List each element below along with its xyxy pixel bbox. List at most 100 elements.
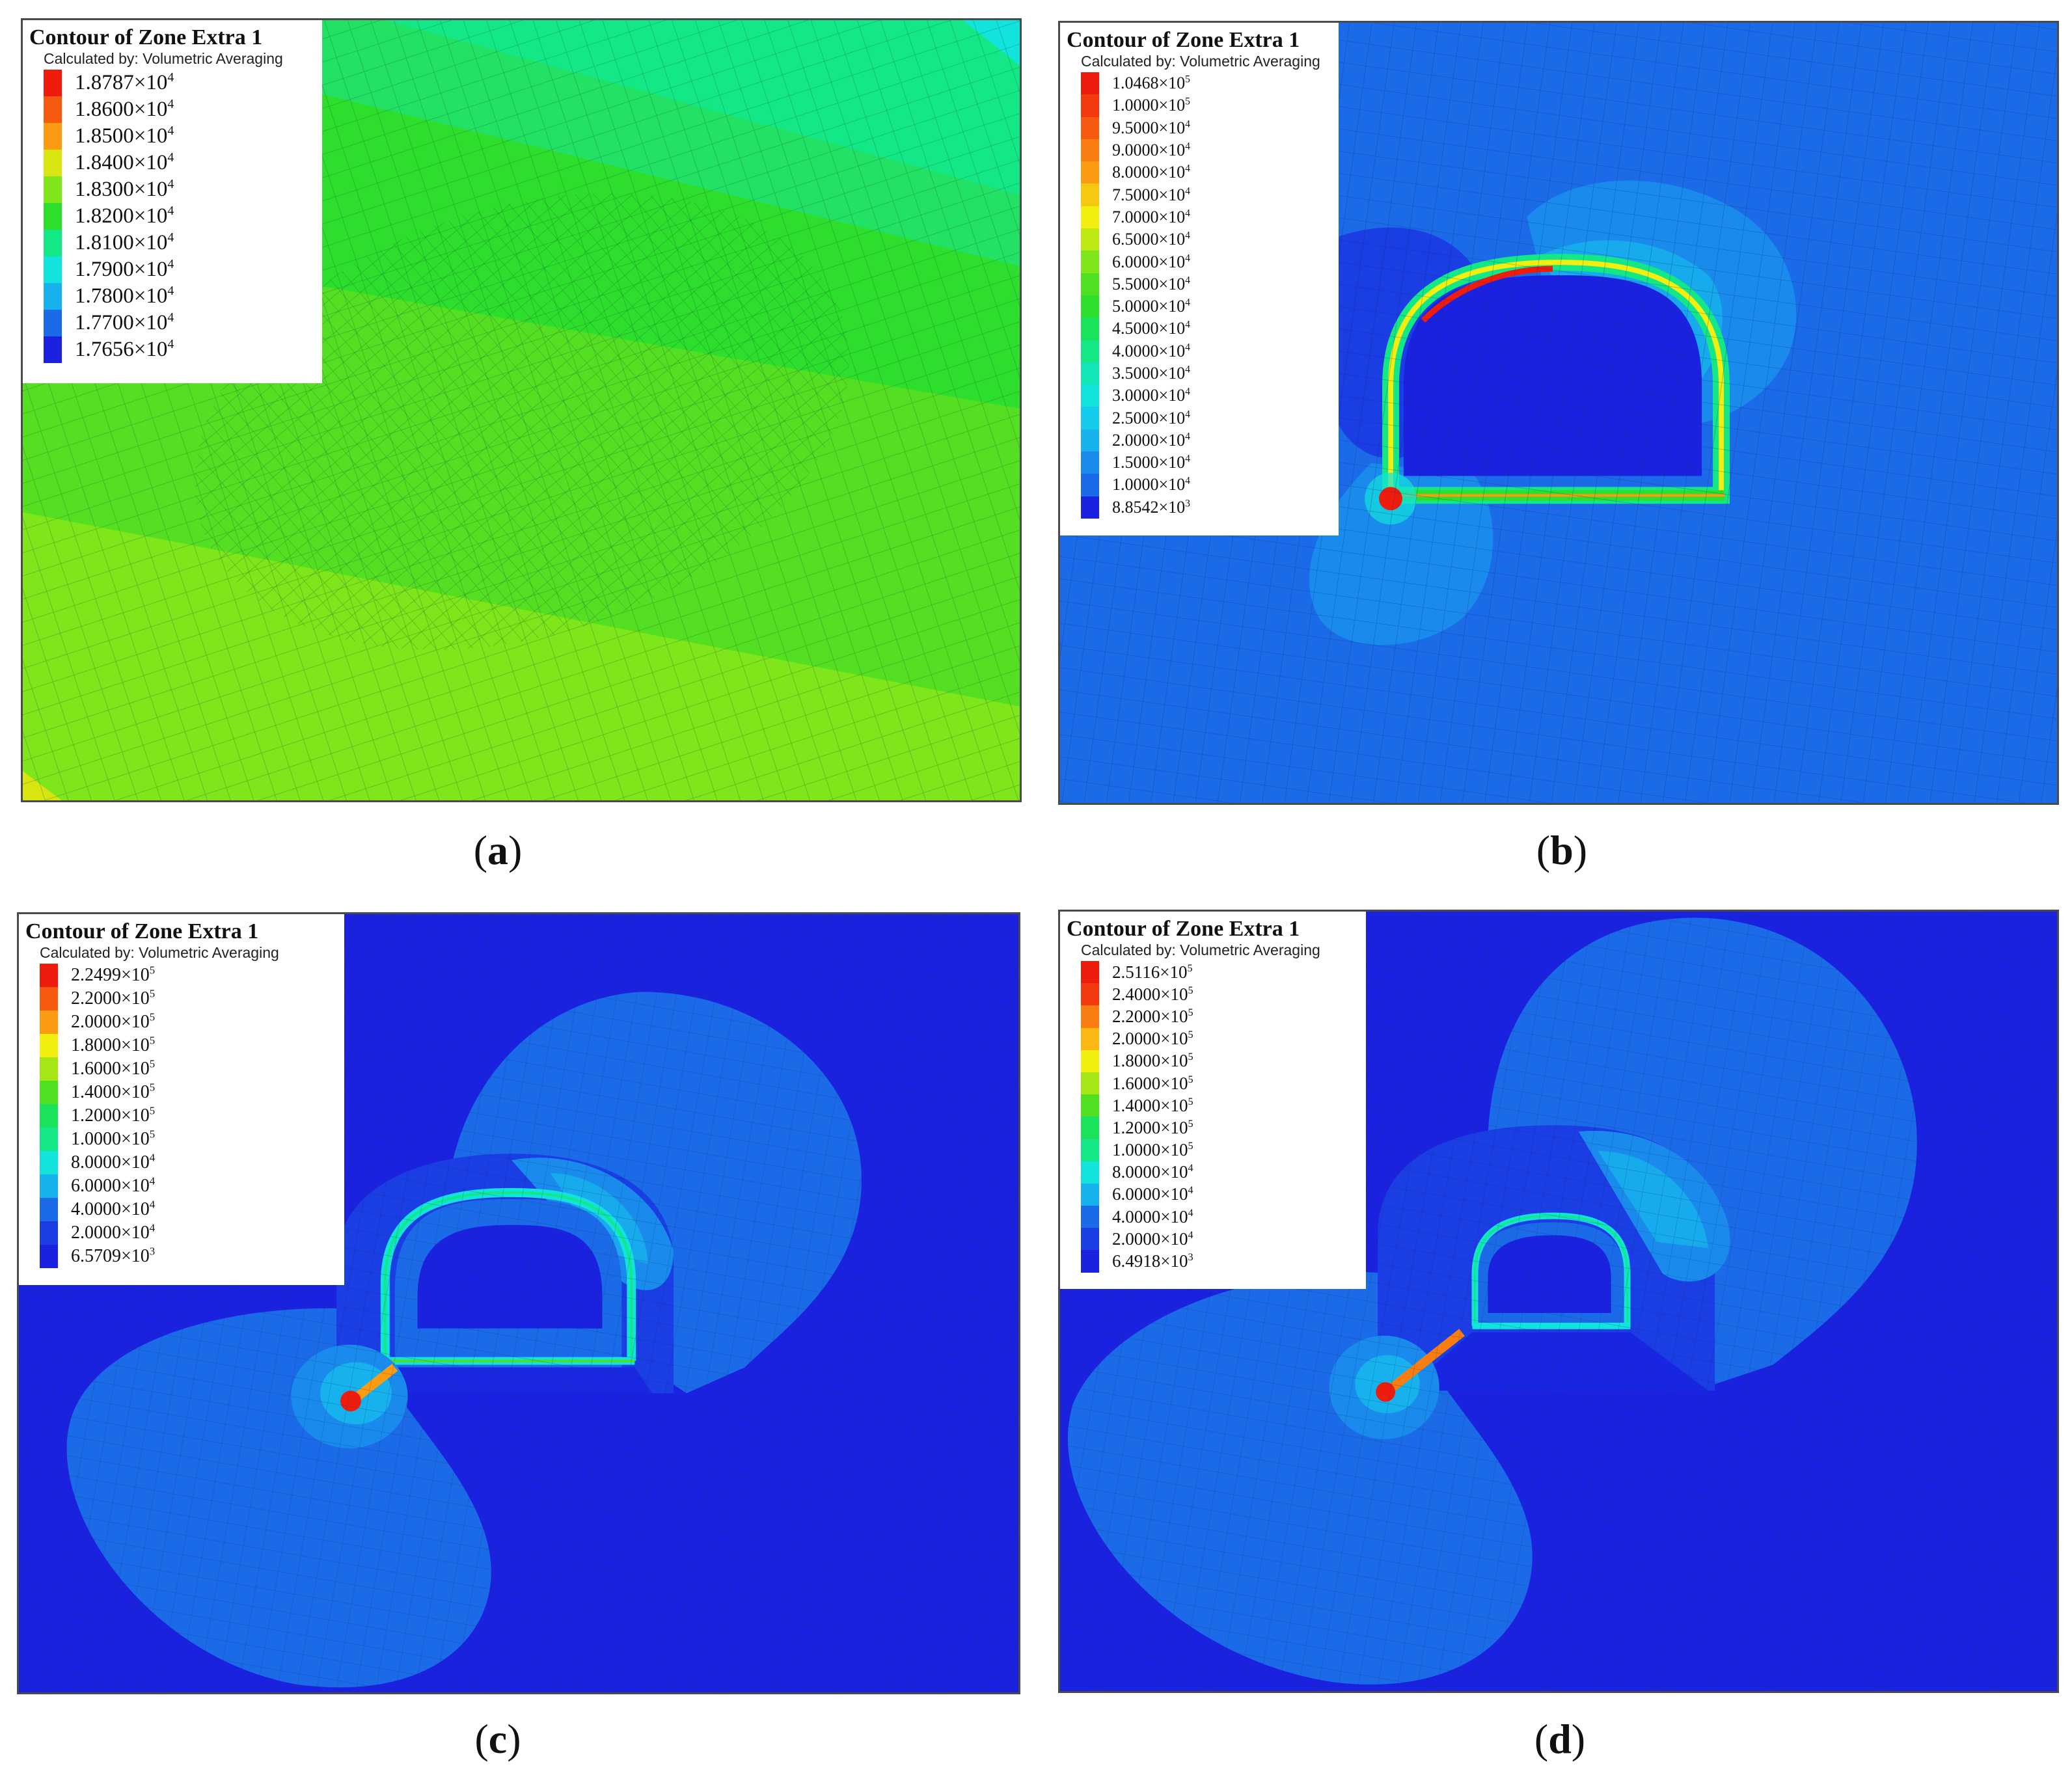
legend-value-exponent: 5 [149, 987, 156, 1000]
legend-value-mantissa: 4.0000×10 [71, 1199, 150, 1219]
legend-value: 1.0000×105 [71, 1129, 155, 1150]
legend-entry: 6.0000×104 [1081, 251, 1332, 273]
legend-entry: 1.0000×105 [40, 1128, 338, 1151]
legend-value-mantissa: 2.4000×10 [1112, 984, 1188, 1004]
legend-swatch [1081, 1027, 1099, 1050]
legend-entry: 5.0000×104 [1081, 295, 1332, 318]
legend-value-exponent: 4 [149, 1174, 156, 1187]
legend-value-exponent: 4 [167, 70, 174, 85]
legend-swatch [1081, 228, 1099, 251]
legend-value-mantissa: 2.0000×10 [1112, 1029, 1188, 1049]
legend-value-exponent: 4 [1188, 1206, 1193, 1219]
legend-value-exponent: 5 [1188, 1073, 1193, 1085]
legend-value: 2.5116×105 [1112, 962, 1193, 982]
legend-swatch [40, 1174, 58, 1198]
legend-value: 5.0000×104 [1112, 297, 1190, 316]
legend-entry: 5.5000×104 [1081, 273, 1332, 295]
legend-swatch [1081, 1094, 1099, 1117]
legend-swatch [40, 1081, 58, 1104]
legend-value-exponent: 5 [1185, 96, 1190, 107]
legend-swatch [44, 203, 62, 230]
legend-entry: 4.0000×104 [1081, 1206, 1359, 1228]
legend-entry: 2.0000×104 [40, 1221, 338, 1245]
legend-value-mantissa: 1.0000×10 [1112, 475, 1186, 494]
legend-value-mantissa: 6.5000×10 [1112, 230, 1186, 249]
contour-panel-b: Contour of Zone Extra 1 Calculated by: V… [1058, 21, 2059, 805]
legend-value: 8.0000×104 [71, 1152, 155, 1173]
legend-swatch [1081, 983, 1099, 1006]
legend-value-mantissa: 3.0000×10 [1112, 386, 1186, 405]
legend-entry: 1.2000×105 [40, 1104, 338, 1128]
legend-entry: 2.2499×105 [40, 964, 338, 987]
legend-entry: 1.8000×105 [40, 1034, 338, 1057]
legend-value-exponent: 3 [1188, 1251, 1193, 1264]
legend-value-mantissa: 1.8787×10 [75, 71, 168, 94]
legend-value-mantissa: 1.8200×10 [75, 204, 168, 228]
legend-value-mantissa: 8.0000×10 [71, 1152, 150, 1172]
legend-value-exponent: 4 [149, 1221, 156, 1234]
legend-b: Contour of Zone Extra 1 Calculated by: V… [1060, 23, 1339, 535]
legend-value: 1.2000×105 [1112, 1118, 1193, 1138]
legend-value-mantissa: 1.8600×10 [75, 98, 168, 121]
legend-value: 1.8200×104 [75, 204, 174, 228]
legend-swatch [1081, 1117, 1099, 1139]
legend-value: 1.8400×104 [75, 151, 174, 175]
legend-value: 2.0000×104 [71, 1223, 155, 1243]
legend-value: 2.0000×105 [71, 1012, 155, 1033]
legend-entry: 6.5709×103 [40, 1245, 338, 1268]
legend-value: 8.0000×104 [1112, 163, 1190, 182]
legend-title: Contour of Zone Extra 1 [1067, 917, 1300, 941]
legend-value: 1.8500×104 [75, 124, 174, 148]
contour-panel-c: Contour of Zone Extra 1 Calculated by: V… [17, 912, 1020, 1694]
legend-entry: 1.0000×104 [1081, 474, 1332, 496]
legend-value: 2.0000×104 [1112, 431, 1190, 450]
legend-value-exponent: 5 [1188, 1117, 1193, 1130]
legend-entry: 1.6000×105 [1081, 1072, 1359, 1095]
legend-value-exponent: 4 [1185, 185, 1190, 196]
legend-value-exponent: 5 [1188, 984, 1193, 996]
legend-value-exponent: 5 [1185, 74, 1190, 85]
legend-value-exponent: 4 [167, 257, 174, 271]
legend-value-exponent: 5 [149, 1034, 156, 1047]
legend-entry: 1.7656×104 [44, 336, 316, 363]
legend-swatch [1081, 116, 1099, 139]
legend-swatch [1081, 1206, 1099, 1228]
legend-swatch [40, 964, 58, 987]
legend-value: 6.5000×104 [1112, 230, 1190, 249]
legend-entry: 1.6000×105 [40, 1057, 338, 1081]
legend-swatch [44, 230, 62, 256]
legend-value: 2.0000×104 [1112, 1229, 1193, 1249]
legend-value-mantissa: 9.5000×10 [1112, 118, 1186, 137]
legend-value-mantissa: 2.0000×10 [71, 1012, 150, 1032]
legend-swatch [1081, 251, 1099, 273]
legend-value: 6.0000×104 [1112, 1184, 1193, 1204]
legend-entry: 2.5000×104 [1081, 407, 1332, 429]
legend-swatch [1081, 385, 1099, 407]
legend-entry: 6.5000×104 [1081, 228, 1332, 251]
legend-value: 7.5000×104 [1112, 185, 1190, 205]
legend-value-mantissa: 2.2499×10 [71, 965, 150, 985]
legend-value: 3.0000×104 [1112, 386, 1190, 405]
legend-value-mantissa: 5.0000×10 [1112, 297, 1186, 316]
legend-swatch [1081, 1005, 1099, 1028]
legend-entry: 6.0000×104 [40, 1174, 338, 1198]
legend-value-mantissa: 1.8500×10 [75, 124, 168, 148]
legend-value-exponent: 5 [1187, 962, 1193, 974]
legend-value-exponent: 4 [1188, 1162, 1193, 1174]
legend-value: 2.2000×105 [71, 988, 155, 1009]
legend-value-mantissa: 4.5000×10 [1112, 319, 1186, 338]
legend-value: 1.7900×104 [75, 258, 174, 282]
legend-value-exponent: 4 [167, 150, 174, 165]
legend-title: Contour of Zone Extra 1 [25, 919, 259, 943]
legend-swatch [40, 1128, 58, 1151]
legend-value: 6.0000×104 [71, 1176, 155, 1197]
legend-value: 6.5709×103 [71, 1246, 155, 1267]
legend-swatch [40, 1057, 58, 1081]
legend-swatch [1081, 961, 1099, 984]
legend-value-mantissa: 1.7900×10 [75, 258, 168, 281]
legend-value-exponent: 4 [1185, 408, 1190, 420]
panel-d-contour-plot [1060, 912, 2057, 1691]
legend-entry: 2.4000×105 [1081, 983, 1359, 1006]
legend-rows: 1.0468×105 1.0000×105 9.5000×104 9.0000×104… [1081, 72, 1332, 519]
legend-swatch [1081, 183, 1099, 206]
